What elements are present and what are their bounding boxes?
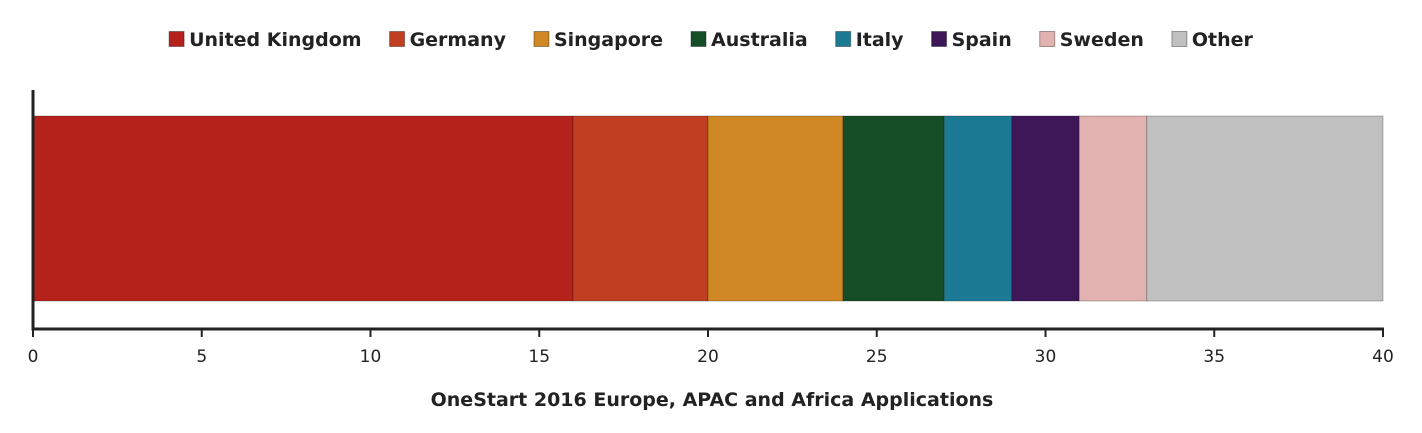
legend-label: Spain — [952, 29, 1012, 51]
legend-item-germany: Germany — [389, 29, 507, 51]
legend-swatch — [931, 31, 948, 47]
legend: United Kingdom Germany Singapore Australia I… — [168, 29, 1254, 51]
x-tick-label: 5 — [196, 347, 207, 367]
bars — [32, 115, 1384, 302]
x-axis-label: OneStart 2016 Europe, APAC and Africa Ap… — [431, 389, 994, 411]
legend-swatch — [1171, 31, 1188, 47]
legend-item-singapore: Singapore — [533, 29, 663, 51]
legend-label: Other — [1192, 29, 1254, 51]
bar-segment-italy — [943, 115, 1013, 302]
legend-item-australia: Australia — [690, 29, 808, 51]
x-tick-label: 35 — [1203, 347, 1225, 367]
legend-label: Sweden — [1060, 29, 1144, 51]
legend-swatch — [1039, 31, 1056, 47]
legend-swatch — [389, 31, 406, 47]
legend-label: Italy — [856, 29, 904, 51]
legend-label: Australia — [711, 29, 808, 51]
bar-segment-other — [1146, 115, 1384, 302]
bar-segment-germany — [572, 115, 709, 302]
x-tick-label: 20 — [697, 347, 719, 367]
legend-swatch — [168, 31, 185, 47]
x-tick-label: 40 — [1372, 347, 1394, 367]
bar-segment-australia — [842, 115, 945, 302]
legend-item-sweden: Sweden — [1039, 29, 1144, 51]
legend-item-united-kingdom: United Kingdom — [168, 29, 362, 51]
axes: 0 5 10 15 20 25 30 35 40 — [28, 90, 1394, 367]
legend-label: United Kingdom — [189, 29, 361, 51]
x-tick-label: 0 — [28, 347, 39, 367]
x-tick-label: 15 — [528, 347, 550, 367]
legend-label: Singapore — [554, 29, 663, 51]
bar-segment-united-kingdom — [32, 115, 574, 302]
legend-swatch — [835, 31, 852, 47]
x-tick-label: 10 — [360, 347, 382, 367]
legend-item-italy: Italy — [835, 29, 904, 51]
x-tick-label: 25 — [866, 347, 888, 367]
bar-segment-singapore — [707, 115, 844, 302]
legend-item-other: Other — [1171, 29, 1254, 51]
legend-swatch — [533, 31, 550, 47]
legend-label: Germany — [410, 29, 507, 51]
x-tick-label: 30 — [1035, 347, 1057, 367]
legend-item-spain: Spain — [931, 29, 1012, 51]
bar-segment-spain — [1011, 115, 1080, 302]
legend-swatch — [690, 31, 707, 47]
bar-segment-sweden — [1078, 115, 1148, 302]
